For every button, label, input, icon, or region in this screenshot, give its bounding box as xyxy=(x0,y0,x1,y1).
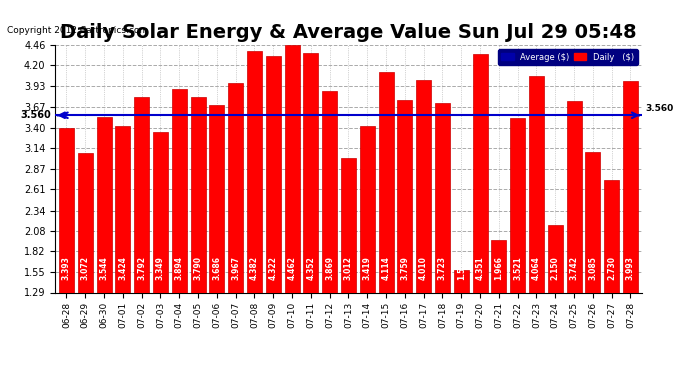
Bar xyxy=(566,101,582,375)
Bar xyxy=(59,128,74,375)
Text: 3.544: 3.544 xyxy=(99,256,108,280)
Text: 3.560: 3.560 xyxy=(645,104,673,113)
Text: 3.723: 3.723 xyxy=(438,256,447,280)
Text: 4.352: 4.352 xyxy=(306,256,315,280)
Text: 3.792: 3.792 xyxy=(137,256,146,280)
Text: 3.012: 3.012 xyxy=(344,256,353,280)
Bar xyxy=(379,72,393,375)
Text: 3.790: 3.790 xyxy=(194,256,203,280)
Bar xyxy=(228,84,243,375)
Bar xyxy=(172,89,187,375)
Text: 4.382: 4.382 xyxy=(250,256,259,280)
Text: 1.575: 1.575 xyxy=(457,256,466,280)
Bar xyxy=(341,158,356,375)
Bar xyxy=(115,126,130,375)
Bar xyxy=(604,180,619,375)
Text: 4.351: 4.351 xyxy=(475,256,484,280)
Text: 4.010: 4.010 xyxy=(419,256,428,280)
Bar xyxy=(491,240,506,375)
Bar xyxy=(623,81,638,375)
Text: 3.560: 3.560 xyxy=(21,110,52,120)
Text: 1.966: 1.966 xyxy=(494,256,503,280)
Text: 3.686: 3.686 xyxy=(213,256,221,280)
Bar xyxy=(209,105,224,375)
Bar xyxy=(454,270,469,375)
Bar xyxy=(529,76,544,375)
Text: 3.967: 3.967 xyxy=(231,256,240,280)
Bar xyxy=(359,126,375,375)
Bar xyxy=(266,56,281,375)
Text: 3.993: 3.993 xyxy=(626,256,635,280)
Bar xyxy=(284,45,299,375)
Bar xyxy=(304,53,318,375)
Bar xyxy=(153,132,168,375)
Text: 3.072: 3.072 xyxy=(81,256,90,280)
Bar xyxy=(510,118,525,375)
Bar xyxy=(97,117,112,375)
Bar xyxy=(473,54,488,375)
Bar xyxy=(416,80,431,375)
Text: 3.349: 3.349 xyxy=(156,256,165,280)
Bar xyxy=(585,152,600,375)
Text: 4.114: 4.114 xyxy=(382,256,391,280)
Text: 4.462: 4.462 xyxy=(288,256,297,280)
Text: 3.393: 3.393 xyxy=(62,256,71,280)
Bar xyxy=(548,225,563,375)
Text: 3.085: 3.085 xyxy=(589,256,598,280)
Text: 3.424: 3.424 xyxy=(119,256,128,280)
Text: Copyright 2012 Cartronics.com: Copyright 2012 Cartronics.com xyxy=(7,26,148,35)
Text: 2.730: 2.730 xyxy=(607,256,616,280)
Text: 3.759: 3.759 xyxy=(400,256,409,280)
Bar xyxy=(190,97,206,375)
Text: 2.150: 2.150 xyxy=(551,256,560,280)
Text: 3.742: 3.742 xyxy=(569,256,578,280)
Bar xyxy=(78,153,92,375)
Bar xyxy=(397,100,413,375)
Text: 3.869: 3.869 xyxy=(325,256,334,280)
Bar xyxy=(322,91,337,375)
Text: 3.521: 3.521 xyxy=(513,256,522,280)
Bar xyxy=(435,102,450,375)
Bar xyxy=(247,51,262,375)
Text: 3.894: 3.894 xyxy=(175,256,184,280)
Text: 4.064: 4.064 xyxy=(532,256,541,280)
Text: 4.322: 4.322 xyxy=(269,256,278,280)
Text: 3.419: 3.419 xyxy=(363,256,372,280)
Legend: Average ($), Daily   ($): Average ($), Daily ($) xyxy=(498,49,638,65)
Title: Daily Solar Energy & Average Value Sun Jul 29 05:48: Daily Solar Energy & Average Value Sun J… xyxy=(60,23,637,42)
Bar xyxy=(134,97,149,375)
